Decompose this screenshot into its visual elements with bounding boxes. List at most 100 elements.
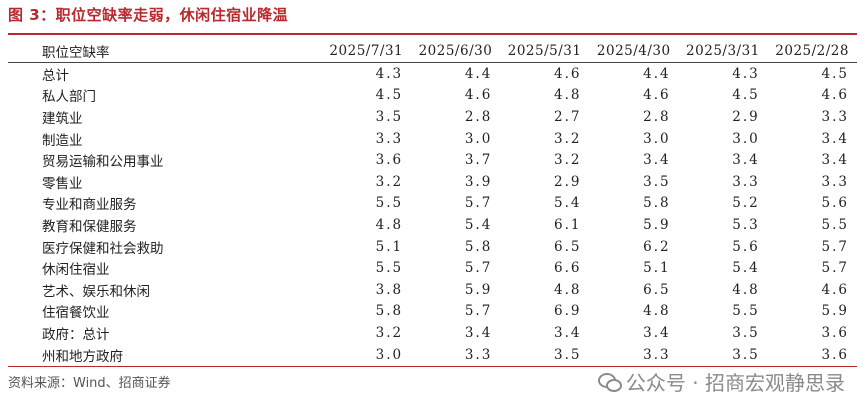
- row-value: 5.2: [732, 195, 760, 212]
- table-row: 专业和商业服务 5.5 5.7 5.4 5.8 5.2 5.6: [8, 193, 857, 215]
- row-value: 3.4: [732, 152, 760, 169]
- row-label: 总计: [42, 67, 69, 84]
- watermark-text: 公众号 · 招商宏观静思录: [625, 371, 845, 395]
- row-value: 4.6: [821, 87, 849, 104]
- row-value: 3.0: [375, 346, 404, 363]
- row-value: 3.4: [553, 324, 582, 341]
- row-value: 4.8: [732, 281, 760, 298]
- row-value: 6.9: [553, 303, 582, 320]
- row-value: 3.5: [553, 346, 582, 363]
- row-label: 州和地方政府: [42, 348, 123, 365]
- row-value: 5.7: [821, 238, 849, 255]
- row-value: 5.9: [821, 303, 849, 320]
- row-label: 教育和保健服务: [42, 218, 137, 235]
- figure-title: 图 3：职位空缺率走弱，休闲住宿业降温: [8, 6, 289, 24]
- row-value: 3.0: [732, 130, 760, 147]
- row-value: 2.9: [732, 108, 760, 125]
- row-value: 6.1: [553, 216, 582, 233]
- row-value: 3.4: [464, 324, 493, 341]
- row-value: 5.7: [464, 195, 493, 212]
- row-value: 4.6: [643, 87, 671, 104]
- row-value: 3.0: [464, 130, 493, 147]
- row-label: 零售业: [42, 175, 83, 192]
- row-label: 休闲住宿业: [42, 262, 110, 279]
- row-value: 3.5: [643, 173, 671, 190]
- row-value: 3.4: [643, 324, 671, 341]
- row-value: 4.5: [732, 87, 760, 104]
- row-value: 5.1: [643, 260, 671, 277]
- table-row: 州和地方政府 3.0 3.3 3.5 3.3 3.5 3.6: [8, 344, 857, 366]
- row-label: 贸易运输和公用事业: [42, 154, 164, 171]
- row-value: 3.2: [375, 324, 404, 341]
- row-value: 4.6: [821, 281, 849, 298]
- row-value: 5.5: [375, 260, 404, 277]
- row-label: 制造业: [42, 132, 83, 149]
- row-value: 5.7: [464, 260, 493, 277]
- row-label: 医疗保健和社会救助: [42, 240, 164, 257]
- row-value: 4.4: [643, 65, 671, 82]
- row-value: 5.4: [464, 216, 493, 233]
- row-value: 4.8: [553, 281, 582, 298]
- vacancy-table: 职位空缺率 2025/7/31 2025/6/30 2025/5/31 2025…: [8, 40, 857, 365]
- row-value: 3.7: [464, 152, 493, 169]
- row-value: 3.3: [821, 173, 849, 190]
- row-label: 政府：总计: [42, 326, 110, 343]
- row-value: 4.8: [375, 216, 404, 233]
- table-row: 政府：总计 3.2 3.4 3.4 3.4 3.5 3.6: [8, 322, 857, 344]
- row-value: 3.0: [643, 130, 671, 147]
- row-value: 5.8: [464, 238, 493, 255]
- row-value: 5.5: [375, 195, 404, 212]
- row-value: 4.5: [821, 65, 849, 82]
- wechat-icon: [597, 372, 622, 392]
- table-row: 教育和保健服务 4.8 5.4 6.1 5.9 5.3 5.5: [8, 214, 857, 236]
- row-value: 3.3: [821, 108, 849, 125]
- column-header: 2025/4/30: [589, 40, 679, 63]
- row-label: 建筑业: [42, 110, 83, 127]
- row-value: 4.4: [464, 65, 493, 82]
- row-value: 3.6: [821, 346, 849, 363]
- column-header: 2025/5/31: [500, 40, 590, 63]
- row-value: 6.5: [643, 281, 671, 298]
- table-row: 零售业 3.2 3.9 2.9 3.5 3.3 3.3: [8, 171, 857, 193]
- source-note: 资料来源：Wind、招商证券: [8, 376, 171, 391]
- row-value: 2.9: [553, 173, 582, 190]
- row-value: 2.8: [464, 108, 493, 125]
- row-value: 3.4: [643, 152, 671, 169]
- row-value: 3.5: [732, 324, 760, 341]
- table-row: 私人部门 4.5 4.6 4.8 4.6 4.5 4.6: [8, 85, 857, 107]
- row-value: 2.7: [553, 108, 582, 125]
- row-value: 5.5: [821, 216, 849, 233]
- row-value: 5.8: [643, 195, 671, 212]
- table-row: 总计 4.3 4.4 4.6 4.4 4.3 4.5: [8, 63, 857, 85]
- row-value: 3.3: [643, 346, 671, 363]
- row-value: 3.8: [375, 281, 404, 298]
- row-value: 6.5: [553, 238, 582, 255]
- row-value: 6.6: [553, 260, 582, 277]
- row-value: 5.4: [732, 260, 760, 277]
- row-value: 5.7: [821, 260, 849, 277]
- table-row: 医疗保健和社会救助 5.1 5.8 6.5 6.2 5.6 5.7: [8, 236, 857, 258]
- row-value: 3.3: [732, 173, 760, 190]
- row-value: 4.5: [375, 87, 404, 104]
- row-value: 3.6: [821, 324, 849, 341]
- table-row: 住宿餐饮业 5.8 5.7 6.9 4.8 5.5 5.9: [8, 301, 857, 323]
- row-value: 5.1: [375, 238, 404, 255]
- row-value: 5.4: [553, 195, 582, 212]
- row-value: 5.6: [732, 238, 760, 255]
- row-value: 4.6: [464, 87, 493, 104]
- row-value: 3.4: [821, 152, 849, 169]
- row-value: 5.3: [732, 216, 760, 233]
- row-value: 5.5: [732, 303, 760, 320]
- row-value: 3.2: [553, 130, 582, 147]
- row-value: 5.8: [375, 303, 404, 320]
- row-value: 5.9: [643, 216, 671, 233]
- table-row: 建筑业 3.5 2.8 2.7 2.8 2.9 3.3: [8, 106, 857, 128]
- row-value: 5.6: [821, 195, 849, 212]
- row-label: 住宿餐饮业: [42, 305, 110, 322]
- header-label: 职位空缺率: [8, 40, 322, 63]
- row-value: 3.2: [375, 173, 404, 190]
- row-label: 专业和商业服务: [42, 197, 137, 214]
- table-row: 贸易运输和公用事业 3.6 3.7 3.2 3.4 3.4 3.4: [8, 149, 857, 171]
- row-value: 4.3: [732, 65, 760, 82]
- column-header: 2025/2/28: [767, 40, 857, 63]
